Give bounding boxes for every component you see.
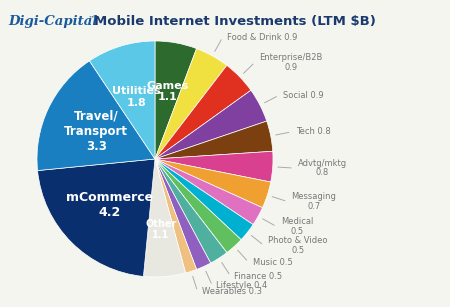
Text: Digi-Capital: Digi-Capital [8, 15, 97, 28]
Wedge shape [155, 159, 197, 273]
Text: Advtg/mktg
0.8: Advtg/mktg 0.8 [298, 159, 347, 177]
Text: Messaging
0.7: Messaging 0.7 [292, 192, 337, 211]
Text: mCommerce
4.2: mCommerce 4.2 [66, 191, 153, 219]
Wedge shape [155, 159, 227, 263]
Wedge shape [155, 159, 241, 253]
Wedge shape [155, 65, 251, 159]
Text: Social 0.9: Social 0.9 [283, 91, 324, 100]
Text: ™: ™ [88, 15, 96, 24]
Text: Music 0.5: Music 0.5 [252, 258, 292, 267]
Text: Games
1.1: Games 1.1 [146, 81, 189, 103]
Wedge shape [155, 159, 262, 224]
Wedge shape [37, 159, 155, 276]
Wedge shape [37, 61, 155, 171]
Text: Photo & Video
0.5: Photo & Video 0.5 [268, 236, 328, 255]
Wedge shape [155, 49, 227, 159]
Text: Other
1.1: Other 1.1 [145, 219, 176, 240]
Text: Food & Drink 0.9: Food & Drink 0.9 [227, 33, 297, 42]
Wedge shape [144, 159, 185, 277]
Text: Lifestyle 0.4: Lifestyle 0.4 [216, 281, 268, 290]
Wedge shape [90, 41, 155, 159]
Text: Medical
0.5: Medical 0.5 [281, 217, 313, 236]
Text: Travel/
Transport
3.3: Travel/ Transport 3.3 [64, 110, 128, 153]
Wedge shape [155, 90, 267, 159]
Text: Utilities
1.8: Utilities 1.8 [112, 86, 161, 108]
Text: Tech 0.8: Tech 0.8 [296, 127, 330, 136]
Wedge shape [155, 151, 273, 182]
Wedge shape [155, 159, 271, 208]
Text: Enterprise/B2B
0.9: Enterprise/B2B 0.9 [259, 53, 323, 72]
Text: Mobile Internet Investments (LTM $B): Mobile Internet Investments (LTM $B) [94, 15, 376, 28]
Wedge shape [155, 41, 197, 159]
Wedge shape [155, 159, 211, 270]
Wedge shape [155, 121, 273, 159]
Wedge shape [155, 159, 253, 240]
Text: Finance 0.5: Finance 0.5 [234, 271, 283, 281]
Text: Wearables 0.3: Wearables 0.3 [202, 287, 261, 296]
